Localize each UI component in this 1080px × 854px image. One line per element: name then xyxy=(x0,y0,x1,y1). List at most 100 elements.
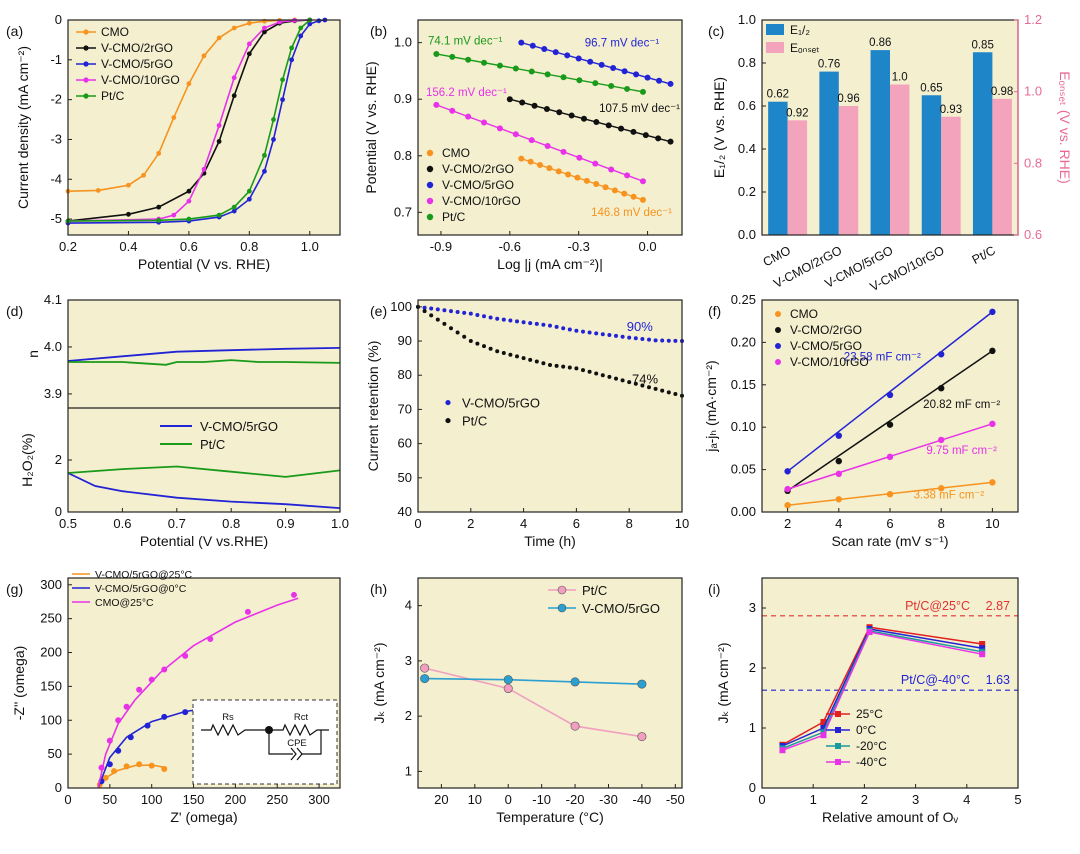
lsv-data-point xyxy=(201,166,207,172)
lsv-data-point xyxy=(216,35,222,41)
eis-data-point xyxy=(161,666,168,673)
lsv-data-point xyxy=(126,211,131,217)
lsv-y-tick-label: -5 xyxy=(50,211,62,226)
bar-value-label: 0.86 xyxy=(869,37,891,49)
tafel-legend-marker xyxy=(426,165,434,173)
lsv-legend-label: V-CMO/5rGO xyxy=(101,57,173,71)
bar-y2-axis-label: Eₒₙₛₑₜ (V vs. RHE) xyxy=(1057,71,1073,184)
lsv-x-tick-label: 0.8 xyxy=(240,239,258,254)
eis-frame xyxy=(67,577,341,789)
lsv-legend-marker xyxy=(83,61,89,67)
tafel-slope-label: 96.7 mV dec⁻¹ xyxy=(585,38,660,50)
cdl-y-tick-label: 0.00 xyxy=(731,504,756,519)
stability-data-point xyxy=(534,321,539,326)
cdl-y-tick-label: 0.20 xyxy=(731,334,756,349)
tafel-legend-marker xyxy=(426,181,434,189)
lsv-data-point xyxy=(141,172,146,178)
tafel-x-tick-label: -0.9 xyxy=(430,239,452,254)
stability-data-point xyxy=(587,369,592,374)
stability-data-point xyxy=(508,318,513,323)
bar-legend-swatch xyxy=(766,24,784,35)
tafel-legend-marker xyxy=(426,149,434,157)
rrde-y-tick-label: 0 xyxy=(55,504,62,519)
stability-data-point xyxy=(660,388,665,393)
bar-y-tick-label: 0.6 xyxy=(738,98,756,113)
stability-data-point xyxy=(455,330,460,335)
ov-y-tick-label: 3 xyxy=(749,600,756,615)
stability-data-point xyxy=(541,322,546,327)
tafel-x-tick-label: -0.3 xyxy=(567,239,589,254)
stability-data-point xyxy=(475,312,480,317)
ov-reference-label: Pt/C@-40°C xyxy=(901,673,970,687)
lsv-y-tick-label: -1 xyxy=(50,52,62,67)
eis-y-tick-label: 50 xyxy=(48,746,62,761)
tafel-legend-marker xyxy=(426,213,434,221)
stability-data-point xyxy=(422,309,427,314)
bar-e-onset xyxy=(992,98,1012,235)
lsv-series-line xyxy=(67,19,326,224)
cdl-data-point xyxy=(989,479,996,486)
cdl-x-tick-label: 8 xyxy=(938,516,945,531)
lsv-data-point xyxy=(246,51,252,57)
ov-data-point xyxy=(820,732,827,739)
lsv-y-tick-label: -3 xyxy=(50,131,62,146)
ov-x-tick-label: 0 xyxy=(758,792,765,807)
cdl-legend-marker xyxy=(775,327,781,333)
rrde-legend-label: Pt/C xyxy=(200,437,225,452)
eis-y-tick-label: 150 xyxy=(40,678,62,693)
lsv-data-point xyxy=(216,123,222,128)
cdl-legend-label: V-CMO/10rGO xyxy=(790,355,869,369)
cdl-legend-marker xyxy=(775,343,781,349)
ov-x-tick-label: 2 xyxy=(861,792,868,807)
bar-legend-label: Eₒₙₛₑₜ xyxy=(790,41,820,55)
tafel-fit-line xyxy=(436,53,644,93)
ov-y-tick-label: 1 xyxy=(749,720,756,735)
stability-x-tick-label: 6 xyxy=(573,516,580,531)
tafel-slope-label: 107.5 mV dec⁻¹ xyxy=(599,103,680,115)
lsv-data-point xyxy=(186,81,192,87)
eis-inset-label-rs: Rs xyxy=(222,712,234,723)
stability-data-point xyxy=(528,357,533,362)
ov-legend-marker xyxy=(835,743,841,749)
stability-data-point xyxy=(660,338,665,343)
eis-legend-label: CMO@25°C xyxy=(95,597,154,609)
lsv-frame xyxy=(67,19,341,236)
tafel-data-point xyxy=(506,96,513,103)
rrde-frame xyxy=(67,299,341,513)
stability-legend-marker xyxy=(445,399,451,406)
temp-x-tick-label: 20 xyxy=(434,792,448,807)
stability-x-tick-label: 4 xyxy=(520,516,527,531)
tafel-fit-line xyxy=(521,157,644,201)
eis-data-point xyxy=(136,686,143,693)
eis-legend-label: V-CMO/5rGO@0°C xyxy=(95,583,187,595)
cdl-data-point xyxy=(835,432,842,439)
temp-data-point xyxy=(420,674,430,684)
rrde-x-axis-label: Potential (V vs.RHE) xyxy=(140,533,268,549)
eis-inset-label-rct: Rct xyxy=(294,712,309,723)
stability-data-point xyxy=(647,337,651,342)
stability-data-point xyxy=(521,356,526,361)
bar-value-label: 0.96 xyxy=(837,93,859,105)
lsv-data-point xyxy=(246,41,252,47)
ov-x-axis-label: Relative amount of Oᵥ xyxy=(822,809,959,825)
temp-y-tick-label: 1 xyxy=(405,763,412,778)
lsv-legend-label: Pt/C xyxy=(101,89,125,103)
rrde-x-tick-label: 0.7 xyxy=(168,516,186,531)
temp-data-point xyxy=(503,675,513,685)
bar-y2-tick-label: 0.8 xyxy=(1024,155,1042,170)
stability-data-point xyxy=(554,324,559,329)
temp-legend-marker xyxy=(557,585,567,595)
cdl-slope-label: 20.82 mF cm⁻² xyxy=(923,399,1000,411)
rrde-h2o2-line xyxy=(67,465,341,478)
stability-data-point xyxy=(587,330,592,335)
rrde-y-tick-label: 2 xyxy=(55,452,62,467)
stability-data-point xyxy=(508,352,513,357)
cdl-data-point xyxy=(938,485,945,492)
cdl-y-tick-label: 0.25 xyxy=(731,292,756,307)
cdl-data-point xyxy=(835,496,842,503)
eis-data-point xyxy=(182,709,189,716)
temp-data-point xyxy=(503,684,513,694)
stability-data-point xyxy=(561,326,566,331)
rrde-x-tick-label: 1.0 xyxy=(331,516,349,531)
stability-data-point xyxy=(554,363,559,368)
